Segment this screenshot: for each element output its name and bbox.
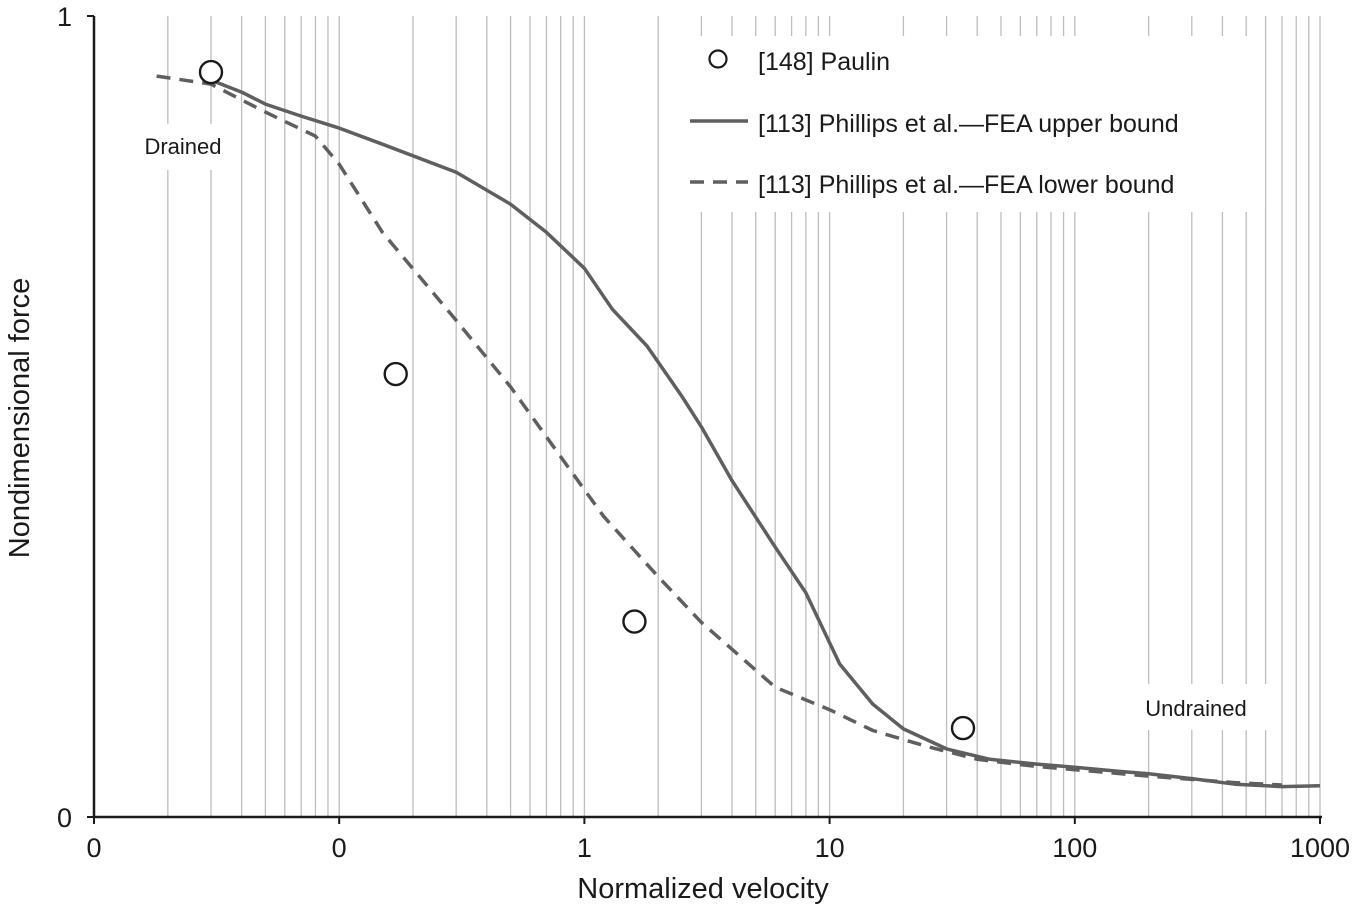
- y-axis-title: Nondimensional force: [4, 278, 36, 558]
- annotation-undrained-text: Undrained: [1145, 696, 1247, 721]
- legend-label-upper-bound: [113] Phillips et al.—FEA upper bound: [758, 110, 1179, 138]
- annotation-drained-text: Drained: [144, 134, 221, 159]
- legend: [148] Paulin [113] Phillips et al.—FEA u…: [680, 36, 1265, 212]
- x-tick-label: 1: [577, 833, 592, 863]
- series: [156, 59, 1321, 789]
- grid-lines: [167, 16, 1321, 817]
- axes: [92, 16, 1322, 819]
- x-tick-label: 0: [332, 833, 347, 863]
- x-axis-title: Normalized velocity: [577, 873, 829, 905]
- y-tick-label: 0: [57, 803, 72, 833]
- legend-label-lower-bound: [113] Phillips et al.—FEA lower bound: [758, 171, 1174, 199]
- annotation-undrained: Undrained: [1128, 684, 1278, 730]
- x-tick-label: 10: [815, 833, 845, 863]
- paulin-data-point: [950, 715, 976, 741]
- legend-background: [680, 36, 1265, 212]
- y-tick-label: 1: [57, 2, 72, 32]
- paulin-data-point: [198, 59, 224, 85]
- paulin-data-point: [622, 609, 647, 634]
- lower-bound-line: [156, 74, 1283, 787]
- annotation-drained: Drained: [126, 124, 238, 170]
- x-tick-label: 1000: [1290, 833, 1350, 863]
- legend-label-paulin: [148] Paulin: [758, 48, 890, 76]
- annotations: Drained Undrained: [126, 124, 1278, 730]
- x-tick-label: 100: [1052, 833, 1097, 863]
- upper-bound-line: [210, 78, 1321, 789]
- paulin-data-point: [383, 361, 408, 387]
- x-tick-label: 0: [86, 833, 101, 863]
- legend-marker-paulin: [708, 49, 728, 69]
